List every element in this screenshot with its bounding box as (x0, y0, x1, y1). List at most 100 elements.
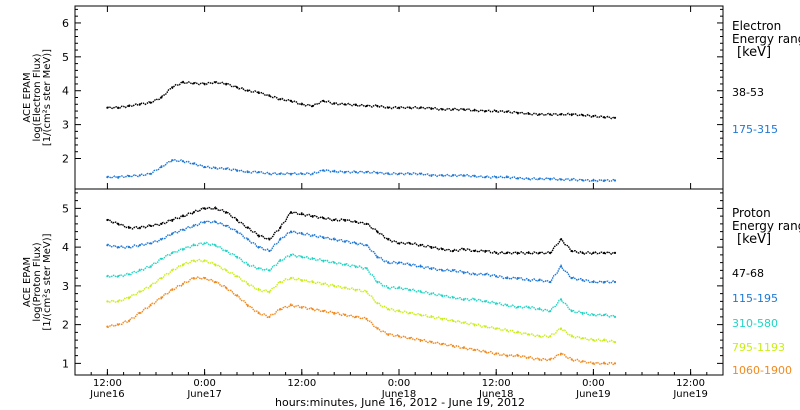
data-point (581, 114, 584, 117)
data-point (322, 310, 325, 313)
data-point (365, 171, 368, 174)
data-point (138, 103, 141, 106)
data-point (603, 339, 606, 342)
legend-title-line: Electron (732, 19, 781, 33)
data-point (192, 162, 195, 165)
y-axis-label-line: log(Electron Flux) (32, 53, 43, 141)
data-point (160, 277, 163, 280)
x-tick-label-date: June18 (381, 389, 417, 400)
data-point (603, 179, 606, 182)
electron-panel: 2 3 4 5 6 ACE EPAM log(Electron Flux) [1/(cm²s … (22, 5, 800, 190)
data-point (289, 99, 293, 102)
data-point (289, 277, 293, 280)
data-point (289, 304, 293, 307)
y-tick-label: 5 (62, 202, 69, 215)
data-point (149, 242, 152, 245)
series-trace-310-580 (106, 241, 616, 318)
data-point (516, 354, 519, 357)
data-point (441, 174, 444, 177)
data-point (613, 362, 617, 365)
data-point (171, 159, 174, 162)
data-point (246, 226, 249, 229)
y-tick-label: 2 (62, 319, 69, 332)
data-point (376, 255, 379, 258)
data-point (181, 228, 185, 231)
data-point (257, 91, 260, 94)
data-point (538, 177, 541, 180)
data-point (127, 175, 131, 178)
data-point (192, 244, 195, 247)
data-point (138, 174, 141, 177)
x-tick-label-date: June16 (89, 389, 125, 400)
data-point (279, 259, 282, 262)
data-point (462, 321, 465, 324)
data-point (495, 327, 498, 330)
data-point (127, 246, 131, 249)
data-point (473, 273, 476, 276)
data-point (592, 115, 595, 118)
data-point (235, 275, 239, 278)
data-point (473, 249, 476, 253)
data-point (419, 265, 422, 268)
data-point (322, 236, 325, 239)
data-point (505, 329, 509, 332)
data-point (581, 311, 584, 315)
data-point (592, 179, 595, 182)
data-point (117, 323, 120, 326)
data-point (505, 176, 509, 179)
data-point (300, 255, 303, 258)
series-trace-175-315 (107, 158, 616, 183)
data-point (441, 269, 444, 272)
data-point (311, 280, 314, 284)
data-point (538, 251, 541, 254)
data-point (311, 308, 314, 311)
data-point (246, 282, 249, 285)
data-point (268, 315, 271, 318)
series-trace-47-68 (107, 206, 616, 255)
data-point (376, 302, 379, 305)
data-point (430, 315, 433, 318)
data-point (343, 171, 347, 174)
data-point (419, 172, 422, 175)
data-point (289, 230, 293, 233)
data-point (451, 269, 455, 272)
legend-entry-1060-1900: 1060-1900 (732, 364, 792, 377)
legend-title-line: [keV] (737, 45, 771, 60)
y-tick-label: 5 (62, 51, 69, 64)
data-point (214, 81, 217, 84)
data-point (592, 251, 595, 254)
x-axis-label: hours:minutes, June 16, 2012 - June 19, … (275, 396, 525, 409)
data-point (473, 348, 476, 351)
data-point (127, 296, 131, 299)
data-point (408, 311, 411, 315)
data-point (365, 222, 368, 225)
legend-entry-175-315: 175-315 (732, 123, 778, 136)
data-point (171, 232, 174, 235)
data-point (451, 319, 455, 322)
data-point (484, 325, 487, 328)
data-point (527, 333, 530, 336)
data-point (322, 217, 325, 220)
x-tick-label-time: 0:00 (193, 378, 215, 389)
data-point (484, 350, 487, 353)
data-point (138, 290, 141, 293)
data-point (333, 261, 336, 264)
data-point (257, 234, 260, 237)
data-point (559, 265, 563, 268)
data-point (603, 251, 606, 254)
data-point (181, 248, 185, 251)
data-point (117, 275, 120, 278)
data-point (311, 257, 314, 260)
data-point (235, 218, 239, 222)
data-point (117, 300, 120, 303)
data-point (613, 116, 617, 119)
data-point (387, 238, 390, 241)
x-tick-label-time: 12:00 (676, 378, 705, 389)
data-point (246, 304, 249, 307)
data-point (495, 251, 498, 254)
data-point (354, 171, 357, 174)
data-point (257, 288, 260, 291)
data-point (613, 341, 617, 344)
data-point (268, 94, 271, 97)
x-tick-label-time: 12:00 (93, 378, 122, 389)
